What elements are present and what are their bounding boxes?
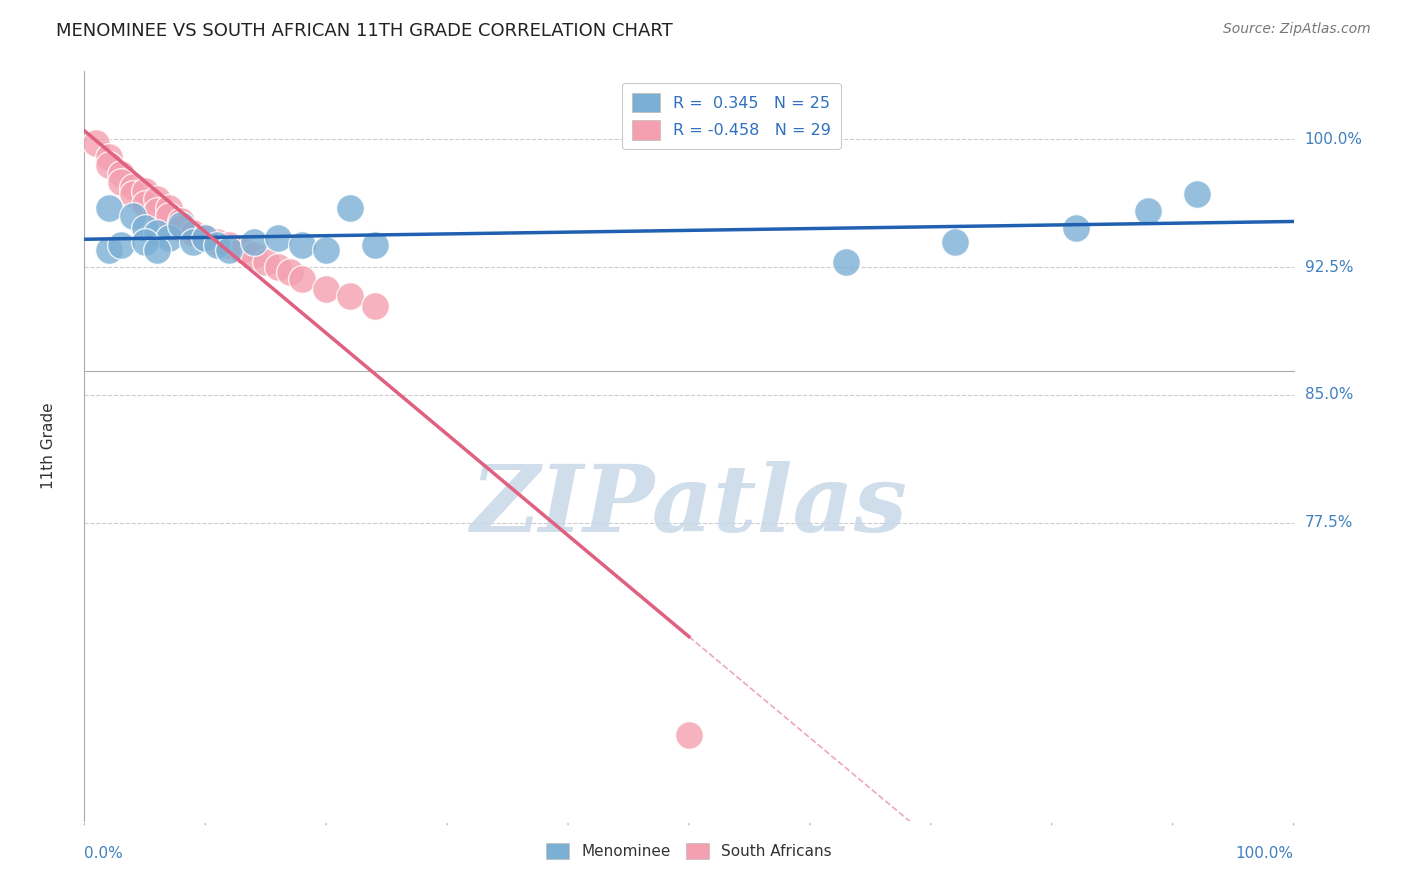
Text: 77.5%: 77.5% bbox=[1305, 516, 1353, 530]
Text: 85.0%: 85.0% bbox=[1305, 387, 1353, 402]
Point bbox=[231, 243, 253, 257]
Point bbox=[1064, 221, 1087, 235]
Point bbox=[207, 235, 229, 249]
Text: 100.0%: 100.0% bbox=[1305, 132, 1362, 147]
Point bbox=[110, 238, 132, 252]
Point bbox=[291, 272, 314, 286]
Point bbox=[134, 197, 156, 211]
Point bbox=[1185, 186, 1208, 201]
Point bbox=[1137, 204, 1160, 219]
Text: 0.0%: 0.0% bbox=[84, 846, 124, 861]
Text: 100.0%: 100.0% bbox=[1236, 846, 1294, 861]
Point bbox=[157, 209, 180, 223]
Point bbox=[207, 238, 229, 252]
Point bbox=[363, 238, 385, 252]
Point bbox=[218, 243, 240, 257]
Point bbox=[157, 231, 180, 245]
Text: 92.5%: 92.5% bbox=[1305, 260, 1353, 275]
Point bbox=[267, 231, 290, 245]
Point bbox=[146, 226, 169, 240]
Point bbox=[278, 265, 301, 279]
Text: Source: ZipAtlas.com: Source: ZipAtlas.com bbox=[1223, 22, 1371, 37]
Point bbox=[121, 180, 143, 194]
Point bbox=[110, 167, 132, 181]
Point bbox=[242, 248, 264, 262]
Point bbox=[339, 201, 361, 215]
Point bbox=[146, 204, 169, 219]
Point bbox=[170, 218, 193, 232]
Point bbox=[97, 243, 120, 257]
Point bbox=[134, 221, 156, 235]
Point bbox=[315, 282, 337, 296]
Text: ZIPatlas: ZIPatlas bbox=[471, 461, 907, 551]
Point bbox=[121, 209, 143, 223]
Point bbox=[146, 243, 169, 257]
Point bbox=[315, 243, 337, 257]
Point bbox=[134, 184, 156, 198]
Point bbox=[339, 289, 361, 303]
Point bbox=[194, 231, 217, 245]
Point bbox=[363, 299, 385, 313]
Point bbox=[943, 235, 966, 249]
Point bbox=[194, 231, 217, 245]
Point bbox=[181, 235, 204, 249]
Point bbox=[97, 158, 120, 172]
Point bbox=[97, 149, 120, 163]
Point bbox=[291, 238, 314, 252]
Point bbox=[218, 238, 240, 252]
Point bbox=[835, 255, 858, 269]
Point bbox=[267, 260, 290, 275]
Legend: Menominee, South Africans: Menominee, South Africans bbox=[540, 838, 838, 865]
Point bbox=[170, 214, 193, 228]
Point bbox=[170, 221, 193, 235]
Point bbox=[181, 226, 204, 240]
Point bbox=[110, 175, 132, 189]
Point bbox=[678, 729, 700, 743]
Point bbox=[86, 136, 108, 150]
Point bbox=[242, 235, 264, 249]
Point bbox=[146, 192, 169, 206]
Point bbox=[134, 235, 156, 249]
Point bbox=[97, 201, 120, 215]
Text: 11th Grade: 11th Grade bbox=[41, 402, 56, 490]
Point bbox=[121, 186, 143, 201]
Text: MENOMINEE VS SOUTH AFRICAN 11TH GRADE CORRELATION CHART: MENOMINEE VS SOUTH AFRICAN 11TH GRADE CO… bbox=[56, 22, 673, 40]
Point bbox=[157, 201, 180, 215]
Point bbox=[254, 255, 277, 269]
